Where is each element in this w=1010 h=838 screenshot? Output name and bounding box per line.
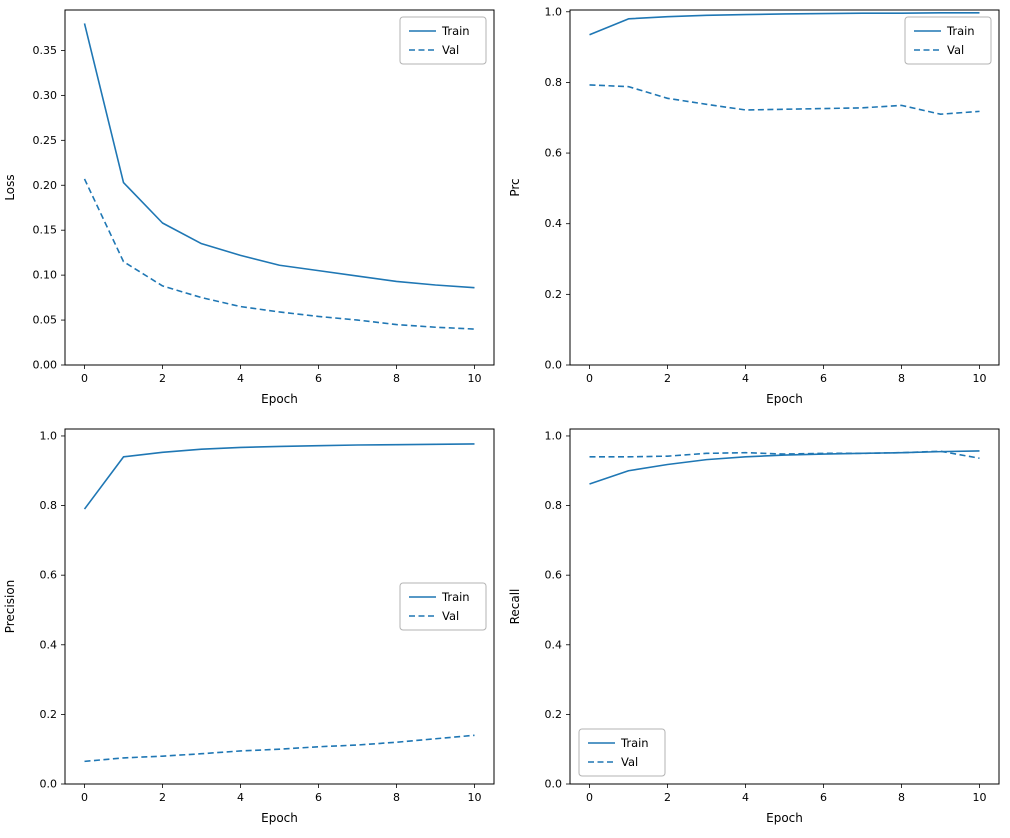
- y-tick-label: 0.8: [40, 499, 58, 512]
- y-tick-label: 0.0: [545, 359, 563, 372]
- y-axis-label: Recall: [508, 589, 522, 625]
- legend-box: [399, 582, 487, 631]
- x-tick-label: 6: [820, 372, 827, 385]
- series-line-val: [589, 84, 980, 115]
- x-tick-label: 6: [315, 372, 322, 385]
- legend-label-train: Train: [441, 590, 470, 604]
- y-tick-label: 0.2: [40, 708, 58, 721]
- chart-prc: 0 2 4 6 8 10 0.0 0.2 0.4 0.6 0.8 1.0 Epoch Prc Train Va…: [505, 0, 1010, 419]
- y-tick-label: 0.6: [545, 569, 563, 582]
- chart-svg-precision: 0 2 4 6 8 10 0.0 0.2 0.4 0.6 0.8 1.0 Epoch Precision T…: [3, 428, 495, 825]
- series-line-val: [83, 178, 475, 330]
- legend-label-train: Train: [441, 24, 470, 38]
- x-tick-label: 8: [393, 791, 400, 804]
- x-tick-label: 6: [315, 791, 322, 804]
- chart-svg-prc: 0 2 4 6 8 10 0.0 0.2 0.4 0.6 0.8 1.0 Epoch Prc Train Va…: [508, 5, 1000, 406]
- axes-frame: [569, 9, 1000, 366]
- x-tick-label: 2: [159, 372, 166, 385]
- y-tick-label: 0.00: [33, 359, 58, 372]
- x-tick-label: 8: [898, 372, 905, 385]
- axes-frame: [569, 428, 1000, 785]
- series-line-train: [83, 23, 475, 289]
- y-tick-label: 0.2: [545, 708, 563, 721]
- legend-label-val: Val: [442, 43, 459, 57]
- x-tick-label: 6: [820, 791, 827, 804]
- x-tick-label: 0: [586, 372, 593, 385]
- x-tick-label: 2: [664, 791, 671, 804]
- y-tick-label: 1.0: [545, 429, 563, 442]
- legend-label-val: Val: [442, 609, 459, 623]
- y-tick-label: 1.0: [545, 5, 563, 18]
- x-tick-label: 4: [742, 372, 749, 385]
- y-tick-label: 0.8: [545, 76, 563, 89]
- y-tick-label: 0.10: [33, 269, 58, 282]
- legend-label-val: Val: [947, 43, 964, 57]
- legend: Train Val: [399, 16, 487, 65]
- chart-svg-loss: 0 2 4 6 8 10 0.00 0.05 0.10 0.15 0.20 0.25 0.30 0.35 E…: [3, 9, 495, 406]
- legend-box: [904, 16, 992, 65]
- x-tick-label: 0: [586, 791, 593, 804]
- legend-box: [578, 728, 666, 777]
- y-tick-label: 0.20: [33, 179, 58, 192]
- x-tick-label: 10: [973, 372, 987, 385]
- x-axis-label: Epoch: [766, 392, 803, 406]
- series-line-val: [589, 450, 980, 460]
- x-tick-label: 10: [468, 372, 482, 385]
- y-tick-label: 0.4: [545, 217, 563, 230]
- x-tick-label: 4: [742, 791, 749, 804]
- series-line-train: [83, 443, 475, 510]
- y-tick-label: 0.30: [33, 89, 58, 102]
- y-tick-label: 0.0: [545, 778, 563, 791]
- x-tick-label: 0: [81, 791, 88, 804]
- y-tick-label: 1.0: [40, 429, 58, 442]
- y-tick-label: 0.4: [545, 638, 563, 651]
- series-line-val: [84, 734, 475, 763]
- y-tick-label: 0.35: [33, 44, 58, 57]
- y-tick-label: 0.0: [40, 778, 58, 791]
- x-tick-label: 2: [664, 372, 671, 385]
- y-tick-label: 0.6: [545, 147, 563, 160]
- axes-frame: [64, 428, 495, 785]
- legend: Train Val: [399, 582, 487, 631]
- series-line-train: [589, 12, 980, 36]
- y-tick-label: 0.05: [33, 314, 58, 327]
- legend: Train Val: [578, 728, 666, 777]
- x-tick-label: 10: [973, 791, 987, 804]
- y-tick-label: 0.25: [33, 134, 58, 147]
- legend-label-train: Train: [946, 24, 975, 38]
- x-axis-label: Epoch: [261, 392, 298, 406]
- axes-frame: [64, 9, 495, 366]
- x-tick-label: 8: [393, 372, 400, 385]
- y-axis-label: Prc: [508, 178, 522, 196]
- y-tick-label: 0.4: [40, 638, 58, 651]
- x-tick-label: 0: [81, 372, 88, 385]
- x-axis-label: Epoch: [261, 811, 298, 825]
- chart-recall: 0 2 4 6 8 10 0.0 0.2 0.4 0.6 0.8 1.0 Epoch Recall Trai…: [505, 419, 1010, 838]
- x-tick-label: 4: [237, 791, 244, 804]
- legend-label-train: Train: [620, 736, 649, 750]
- y-tick-label: 0.15: [33, 224, 58, 237]
- y-tick-label: 0.2: [545, 288, 563, 301]
- x-tick-label: 8: [898, 791, 905, 804]
- x-tick-label: 4: [237, 372, 244, 385]
- x-axis-label: Epoch: [766, 811, 803, 825]
- chart-loss: 0 2 4 6 8 10 0.00 0.05 0.10 0.15 0.20 0.25 0.30 0.35 E…: [0, 0, 505, 419]
- legend-label-val: Val: [621, 755, 638, 769]
- legend: Train Val: [904, 16, 992, 65]
- x-tick-label: 10: [468, 791, 482, 804]
- chart-precision: 0 2 4 6 8 10 0.0 0.2 0.4 0.6 0.8 1.0 Epoch Precision T…: [0, 419, 505, 838]
- legend-box: [399, 16, 487, 65]
- y-axis-label: Loss: [3, 174, 17, 200]
- x-tick-label: 2: [159, 791, 166, 804]
- y-tick-label: 0.8: [545, 499, 563, 512]
- y-axis-label: Precision: [3, 580, 17, 634]
- y-tick-label: 0.6: [40, 569, 58, 582]
- chart-svg-recall: 0 2 4 6 8 10 0.0 0.2 0.4 0.6 0.8 1.0 Epoch Recall Trai…: [508, 428, 1000, 825]
